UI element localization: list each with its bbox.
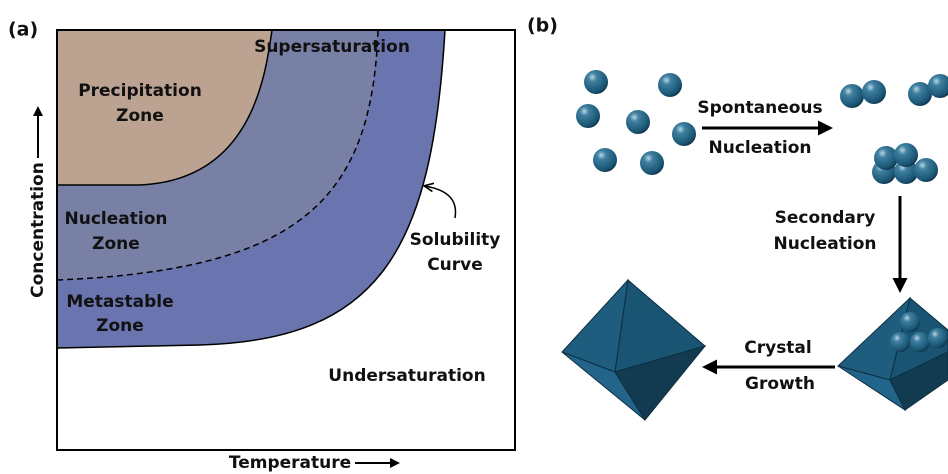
particles bbox=[576, 70, 948, 184]
step-label: Nucleation bbox=[709, 138, 812, 158]
zone-label: Zone bbox=[96, 316, 144, 336]
pointer-arrow bbox=[425, 186, 457, 219]
zone-label: Zone bbox=[92, 234, 140, 254]
zone-label: Supersaturation bbox=[254, 37, 410, 57]
small-crystal bbox=[837, 296, 948, 412]
y-axis-label: Concentration bbox=[28, 162, 48, 298]
curve-label: Solubility bbox=[410, 230, 501, 250]
zone-label: Undersaturation bbox=[328, 366, 485, 386]
step-label: Growth bbox=[745, 374, 815, 394]
curve-label: Curve bbox=[427, 255, 483, 275]
plot-frame bbox=[56, 29, 516, 451]
step-label: Crystal bbox=[744, 338, 812, 358]
panel-label: (b) bbox=[527, 15, 558, 37]
step-label: Spontaneous bbox=[697, 98, 822, 118]
x-axis-label: Temperature bbox=[229, 453, 351, 473]
zone-label: Zone bbox=[116, 106, 164, 126]
large-crystal bbox=[561, 278, 707, 421]
panel-label: (a) bbox=[8, 19, 38, 41]
dashed-boundary bbox=[56, 29, 379, 281]
step-label: Secondary bbox=[775, 208, 876, 228]
zone-label: Metastable bbox=[66, 292, 173, 312]
zone-label: Precipitation bbox=[78, 81, 202, 101]
zone-label: Nucleation bbox=[65, 209, 168, 229]
precipitation-region bbox=[56, 29, 273, 186]
step-label: Nucleation bbox=[774, 234, 877, 254]
